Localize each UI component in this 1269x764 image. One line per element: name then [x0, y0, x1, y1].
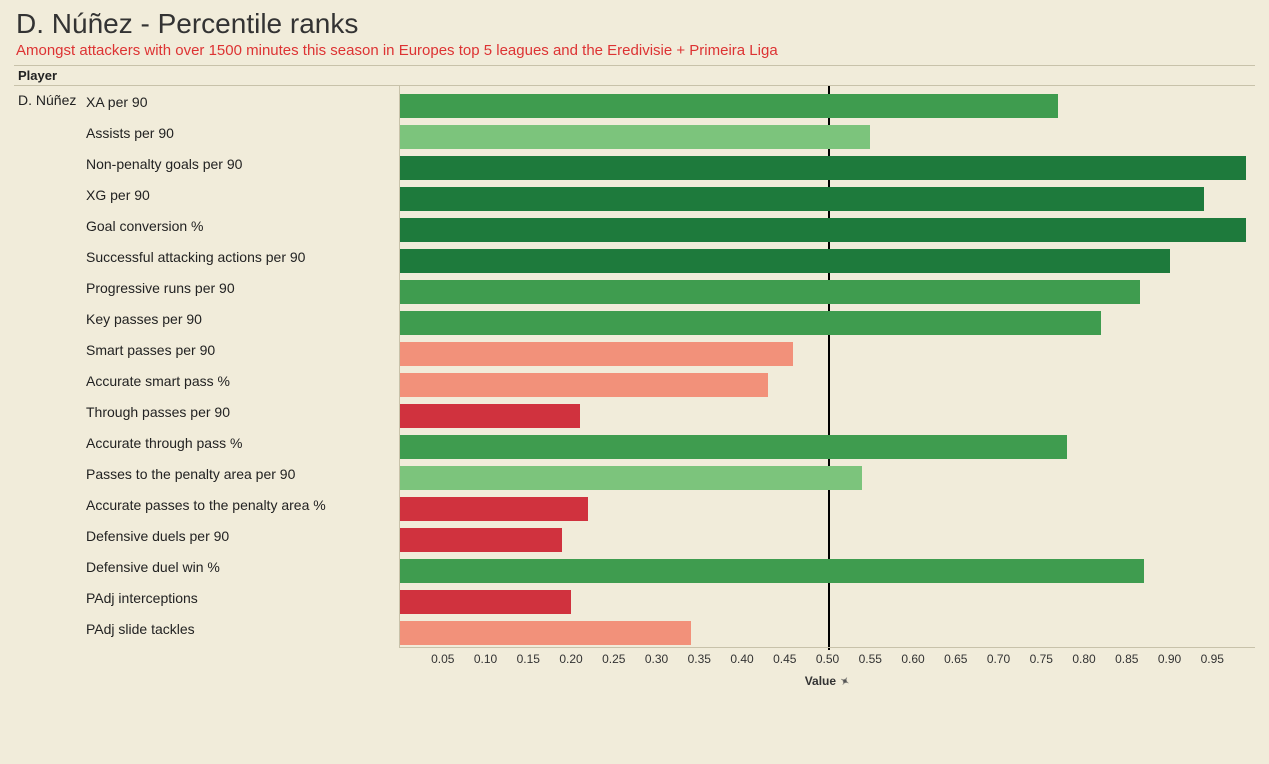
bar-row[interactable] [400, 586, 1255, 617]
bar[interactable] [400, 249, 1170, 273]
bar-row[interactable] [400, 338, 1255, 369]
metric-label: Defensive duels per 90 [84, 528, 229, 544]
metric-label: Passes to the penalty area per 90 [84, 466, 295, 482]
metric-label: Smart passes per 90 [84, 342, 215, 358]
x-tick: 0.05 [431, 652, 454, 666]
metric-label: Successful attacking actions per 90 [84, 249, 305, 265]
metric-labels: XA per 90 Assists per 90 Non-penalty goals… [84, 86, 399, 648]
metric-label: Defensive duel win % [84, 559, 220, 575]
metric-label: Progressive runs per 90 [84, 280, 235, 296]
bar-row[interactable] [400, 431, 1255, 462]
x-tick: 0.85 [1115, 652, 1138, 666]
x-tick: 0.30 [645, 652, 668, 666]
bar[interactable] [400, 404, 580, 428]
bar[interactable] [400, 125, 870, 149]
bar[interactable] [400, 466, 862, 490]
bar-row[interactable] [400, 90, 1255, 121]
bar[interactable] [400, 590, 571, 614]
x-tick: 0.25 [602, 652, 625, 666]
bar[interactable] [400, 156, 1246, 180]
x-tick: 0.75 [1030, 652, 1053, 666]
bar[interactable] [400, 435, 1067, 459]
bar-row[interactable] [400, 462, 1255, 493]
x-tick: 0.55 [859, 652, 882, 666]
bar-row[interactable] [400, 121, 1255, 152]
metric-label: Goal conversion % [84, 218, 204, 234]
bar-row[interactable] [400, 214, 1255, 245]
x-tick: 0.80 [1072, 652, 1095, 666]
player-name: D. Núñez [14, 86, 84, 648]
metric-label: Through passes per 90 [84, 404, 230, 420]
metric-label: XG per 90 [84, 187, 150, 203]
bar-row[interactable] [400, 276, 1255, 307]
bar[interactable] [400, 218, 1246, 242]
metric-label: Key passes per 90 [84, 311, 202, 327]
bar[interactable] [400, 311, 1101, 335]
bar[interactable] [400, 528, 562, 552]
bar-row[interactable] [400, 183, 1255, 214]
bar[interactable] [400, 94, 1058, 118]
bar-row[interactable] [400, 400, 1255, 431]
percentile-chart: D. Núñez XA per 90 Assists per 90 Non-pena… [14, 86, 1255, 688]
x-tick: 0.70 [987, 652, 1010, 666]
x-tick: 0.60 [901, 652, 924, 666]
x-tick: 0.35 [688, 652, 711, 666]
x-tick: 0.45 [773, 652, 796, 666]
x-axis-title[interactable]: Value✦ [399, 674, 1255, 688]
bar-row[interactable] [400, 555, 1255, 586]
metric-label: Non-penalty goals per 90 [84, 156, 242, 172]
bar[interactable] [400, 342, 793, 366]
bar-row[interactable] [400, 307, 1255, 338]
bar-row[interactable] [400, 152, 1255, 183]
bar[interactable] [400, 187, 1204, 211]
x-tick: 0.90 [1158, 652, 1181, 666]
x-tick: 0.50 [816, 652, 839, 666]
metric-label: Accurate through pass % [84, 435, 242, 451]
bar-row[interactable] [400, 369, 1255, 400]
metric-label: Assists per 90 [84, 125, 174, 141]
metric-label: Accurate smart pass % [84, 373, 230, 389]
subtitle: Amongst attackers with over 1500 minutes… [16, 42, 1255, 59]
chart-bars [399, 86, 1255, 648]
bar[interactable] [400, 373, 768, 397]
bar-row[interactable] [400, 245, 1255, 276]
column-header-player[interactable]: Player [14, 65, 1255, 86]
bar[interactable] [400, 621, 691, 645]
x-tick: 0.10 [474, 652, 497, 666]
page-title: D. Núñez - Percentile ranks [16, 8, 1255, 40]
x-axis-ticks: 0.05 0.10 0.15 0.20 0.25 0.30 0.35 0.40 0.45 0.50… [399, 650, 1255, 670]
x-tick: 0.20 [559, 652, 582, 666]
metric-label: Accurate passes to the penalty area % [84, 497, 326, 513]
metric-label: PAdj interceptions [84, 590, 198, 606]
pin-icon[interactable]: ✦ [837, 674, 851, 690]
bar[interactable] [400, 280, 1140, 304]
metric-label: PAdj slide tackles [84, 621, 195, 637]
bar[interactable] [400, 497, 588, 521]
x-tick: 0.40 [730, 652, 753, 666]
metric-label: XA per 90 [84, 94, 148, 110]
bar[interactable] [400, 559, 1144, 583]
bar-row[interactable] [400, 493, 1255, 524]
bar-row[interactable] [400, 617, 1255, 648]
x-tick: 0.65 [944, 652, 967, 666]
x-tick: 0.95 [1201, 652, 1224, 666]
x-tick: 0.15 [517, 652, 540, 666]
bar-row[interactable] [400, 524, 1255, 555]
